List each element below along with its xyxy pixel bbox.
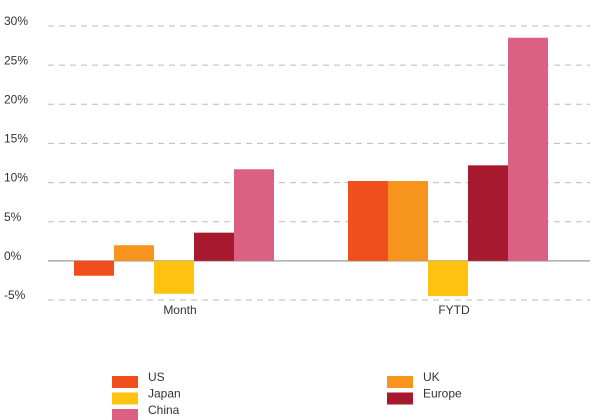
y-tick-label: 25% [4,53,28,67]
bar [428,260,468,297]
bar [114,245,154,261]
bar [348,181,388,261]
bar [194,232,234,261]
legend-swatch [112,409,138,420]
y-tick-label: -5% [4,288,26,302]
legend-swatch [387,392,413,405]
bar [508,37,548,261]
y-tick-label: 20% [4,92,28,106]
legend-swatch [112,392,138,405]
x-tick-label: FYTD [438,303,470,317]
legend-label: China [148,403,180,417]
x-tick-label: Month [163,303,196,317]
legend-swatch [112,376,138,388]
bar [74,260,114,276]
legend-label: UK [423,370,440,384]
legend-label: Europe [423,387,462,401]
legend-label: US [148,370,165,384]
y-tick-label: 30% [4,14,28,28]
bar [234,169,274,261]
bar [468,165,508,261]
legend-label: Japan [148,387,181,401]
legend-swatch [387,376,413,388]
y-tick-label: 5% [4,210,22,224]
y-tick-label: 10% [4,171,28,185]
y-tick-label: 15% [4,132,28,146]
y-tick-label: 0% [4,249,22,263]
bar [388,181,428,261]
bar [154,260,194,294]
